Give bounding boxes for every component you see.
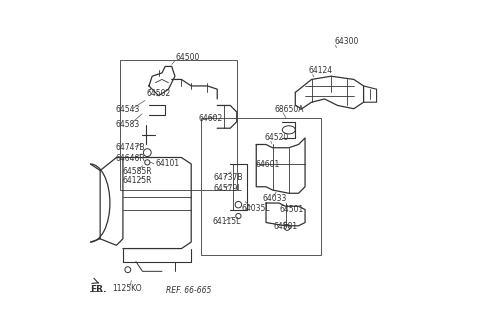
Text: FR.: FR.	[90, 285, 106, 294]
Text: 64646R: 64646R	[116, 154, 145, 163]
Text: 64602: 64602	[199, 114, 223, 123]
Text: 64501: 64501	[279, 205, 303, 214]
Text: 64579L: 64579L	[213, 184, 242, 193]
Bar	[120, 60, 237, 190]
Text: 1125KO: 1125KO	[112, 284, 142, 293]
Text: 64502: 64502	[146, 89, 170, 98]
Text: 64125R: 64125R	[122, 176, 152, 185]
Text: 64300: 64300	[334, 36, 359, 46]
Bar	[201, 118, 321, 255]
Text: 64737B: 64737B	[213, 173, 243, 181]
Text: 64115L: 64115L	[212, 217, 241, 226]
Text: 68650A: 68650A	[274, 105, 304, 114]
Text: 64747B: 64747B	[116, 143, 145, 152]
Text: 64583: 64583	[116, 120, 140, 129]
Text: 64101: 64101	[156, 159, 180, 169]
Text: 64585R: 64585R	[122, 167, 152, 176]
Text: 64500: 64500	[176, 53, 200, 62]
Text: 64033: 64033	[263, 194, 287, 203]
Text: 64124: 64124	[309, 66, 333, 75]
Text: 64601: 64601	[256, 160, 280, 169]
Text: 64520: 64520	[264, 133, 288, 142]
Text: 64543: 64543	[116, 105, 140, 114]
Text: REF. 66-665: REF. 66-665	[166, 286, 212, 295]
Text: 64581: 64581	[274, 222, 298, 231]
Text: 64035L: 64035L	[241, 204, 270, 213]
